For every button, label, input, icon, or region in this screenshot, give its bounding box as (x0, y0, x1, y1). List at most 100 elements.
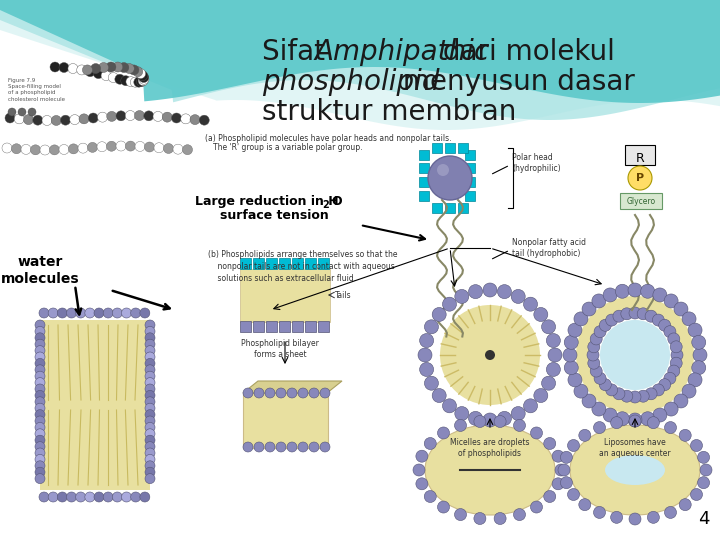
Circle shape (35, 467, 45, 477)
Circle shape (593, 422, 606, 434)
Circle shape (35, 461, 45, 471)
Text: (a) Phospholipid molecules have polar heads and nonpolar tails.: (a) Phospholipid molecules have polar he… (205, 134, 451, 143)
Circle shape (68, 64, 78, 73)
Circle shape (494, 512, 506, 524)
Text: 2: 2 (322, 200, 329, 210)
Circle shape (8, 108, 16, 116)
Circle shape (145, 377, 155, 388)
Circle shape (698, 451, 710, 463)
Circle shape (58, 308, 68, 318)
Circle shape (48, 492, 58, 502)
Bar (292, 321, 303, 332)
Circle shape (483, 413, 497, 427)
Circle shape (690, 440, 703, 451)
Circle shape (513, 509, 526, 521)
Bar (266, 321, 277, 332)
Bar (465, 177, 475, 187)
Circle shape (162, 112, 172, 122)
Circle shape (276, 388, 286, 398)
Circle shape (145, 339, 155, 349)
Circle shape (94, 69, 104, 79)
Circle shape (531, 427, 542, 439)
Circle shape (190, 114, 200, 125)
Circle shape (39, 492, 49, 502)
Text: Liposomes have
an aqueous center: Liposomes have an aqueous center (599, 438, 671, 458)
Circle shape (440, 305, 540, 405)
Ellipse shape (425, 425, 555, 515)
Circle shape (454, 420, 467, 431)
Circle shape (688, 323, 702, 337)
Circle shape (130, 308, 140, 318)
Circle shape (474, 415, 486, 428)
Circle shape (616, 284, 629, 298)
Circle shape (692, 361, 706, 375)
Circle shape (182, 145, 192, 154)
Circle shape (670, 357, 682, 369)
Circle shape (418, 348, 432, 362)
Circle shape (552, 478, 564, 490)
Circle shape (682, 312, 696, 326)
Circle shape (668, 333, 680, 345)
Text: P: P (636, 173, 644, 183)
Text: (b) Phospholipids arrange themselves so that the
    nonpolar tails are not in c: (b) Phospholipids arrange themselves so … (208, 250, 397, 282)
Circle shape (254, 388, 264, 398)
Circle shape (145, 142, 155, 152)
Circle shape (107, 111, 117, 122)
Bar (620, 193, 662, 209)
Circle shape (144, 111, 154, 121)
Circle shape (113, 62, 122, 72)
Circle shape (59, 63, 69, 72)
Circle shape (35, 442, 45, 451)
Circle shape (145, 429, 155, 439)
Circle shape (130, 77, 140, 87)
Circle shape (309, 388, 319, 398)
Circle shape (145, 474, 155, 484)
Circle shape (637, 390, 649, 402)
Bar (292, 258, 303, 269)
Circle shape (309, 442, 319, 452)
Circle shape (78, 143, 88, 153)
Circle shape (665, 422, 677, 434)
Circle shape (5, 113, 15, 123)
Bar (279, 258, 290, 269)
Circle shape (94, 308, 104, 318)
Circle shape (416, 450, 428, 462)
Circle shape (112, 308, 122, 318)
Circle shape (438, 501, 449, 513)
Circle shape (645, 310, 657, 322)
Circle shape (534, 388, 548, 402)
Circle shape (134, 77, 144, 87)
Polygon shape (0, 0, 720, 103)
Circle shape (700, 464, 712, 476)
Circle shape (637, 308, 649, 320)
Circle shape (132, 66, 143, 77)
Circle shape (698, 477, 710, 489)
Text: Large reduction in H: Large reduction in H (195, 195, 338, 208)
Circle shape (145, 403, 155, 413)
Text: dari molekul: dari molekul (434, 38, 615, 66)
Circle shape (2, 143, 12, 153)
Bar (266, 258, 277, 269)
Bar (432, 143, 442, 153)
Circle shape (287, 442, 297, 452)
Circle shape (692, 335, 706, 349)
Circle shape (119, 63, 129, 72)
Circle shape (424, 490, 436, 503)
Circle shape (621, 308, 633, 320)
Circle shape (121, 76, 131, 86)
Circle shape (679, 429, 691, 441)
Circle shape (99, 63, 109, 72)
Circle shape (145, 422, 155, 433)
Text: O: O (331, 195, 341, 208)
Circle shape (690, 489, 703, 501)
Circle shape (469, 285, 482, 299)
Circle shape (693, 348, 707, 362)
Circle shape (125, 64, 135, 73)
Circle shape (35, 333, 45, 343)
Circle shape (567, 440, 580, 451)
Circle shape (163, 144, 174, 153)
Circle shape (68, 144, 78, 154)
Circle shape (145, 320, 155, 330)
Circle shape (18, 108, 26, 116)
Circle shape (116, 141, 126, 151)
